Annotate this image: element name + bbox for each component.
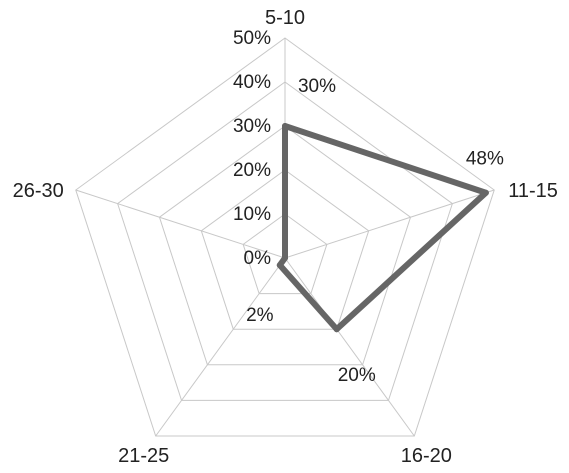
category-label: 26-30 — [13, 180, 64, 202]
grid-ring — [242, 213, 328, 295]
grid-ring — [200, 169, 370, 330]
grid-ring — [117, 81, 453, 401]
data-label: 48% — [466, 149, 504, 170]
data-label: 2% — [246, 305, 274, 326]
category-label: 16-20 — [401, 445, 452, 467]
category-label: 21-25 — [118, 445, 169, 467]
grid-spoke — [284, 257, 415, 437]
category-label: 5-10 — [265, 7, 305, 29]
tick-label: 0% — [244, 248, 272, 269]
series-layer — [276, 123, 489, 333]
grid-spoke — [155, 257, 286, 437]
data-labels: 30% 48% 20% 2% — [246, 76, 504, 386]
data-label: 20% — [338, 365, 376, 386]
grid-spoke — [75, 189, 286, 259]
tick-labels: 0% 10% 20% 30% 40% 50% — [233, 28, 271, 269]
data-point — [276, 262, 283, 269]
tick-label: 20% — [233, 160, 271, 181]
grid-ring — [75, 37, 495, 437]
tick-label: 40% — [233, 72, 271, 93]
series-line — [276, 123, 489, 333]
tick-label: 10% — [233, 204, 271, 225]
tick-label: 30% — [233, 116, 271, 137]
data-label: 30% — [298, 76, 336, 97]
data-point — [333, 326, 340, 333]
grid-spoke — [284, 189, 495, 259]
data-point — [282, 123, 288, 129]
category-label: 11-15 — [508, 180, 558, 202]
tick-label: 50% — [233, 28, 271, 49]
category-labels: 5-10 11-15 16-20 21-25 26-30 — [13, 7, 558, 467]
data-point — [282, 255, 288, 261]
grid-ring — [158, 125, 412, 366]
data-point — [482, 189, 489, 196]
